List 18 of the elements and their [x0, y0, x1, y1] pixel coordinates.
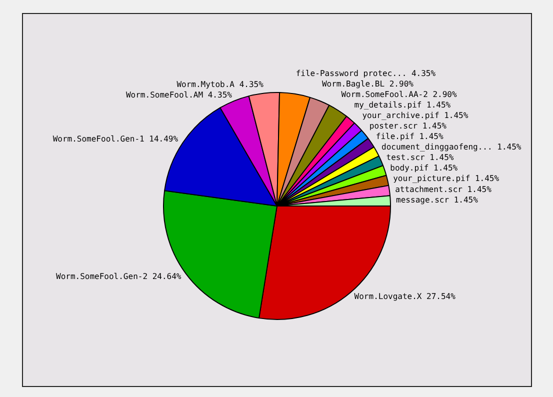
slice-label: your_archive.pif 1.45% [362, 111, 468, 120]
slice-label: poster.scr 1.45% [369, 122, 447, 131]
slice-label: test.scr 1.45% [386, 153, 454, 162]
slice-label: Worm.SomeFool.AA-2 2.90% [341, 90, 457, 100]
slice-label: body.pif 1.45% [390, 164, 458, 173]
slice-label: document_dinggaofeng... 1.45% [382, 142, 522, 152]
slice-label: file.pif 1.45% [376, 132, 444, 142]
slice-label: Worm.Mytob.A 4.35% [176, 80, 264, 90]
slice-label: file-Password protec... 4.35% [296, 69, 436, 78]
slice-label: Worm.SomeFool.Gen-2 24.64% [56, 272, 182, 282]
slice-label: Worm.Lovgate.X 27.54% [354, 292, 456, 301]
slice-label: attachment.scr 1.45% [395, 184, 492, 194]
slice-label: Worm.SomeFool.AM 4.35% [126, 90, 232, 100]
slice-label: Worm.SomeFool.Gen-1 14.49% [52, 134, 178, 144]
slice-label: Worm.Bagle.BL 2.90% [322, 80, 414, 89]
slice-label: message.scr 1.45% [396, 196, 478, 205]
slice-label: your_picture.pif 1.45% [393, 174, 500, 184]
slice-label: my_details.pif 1.45% [354, 100, 451, 110]
